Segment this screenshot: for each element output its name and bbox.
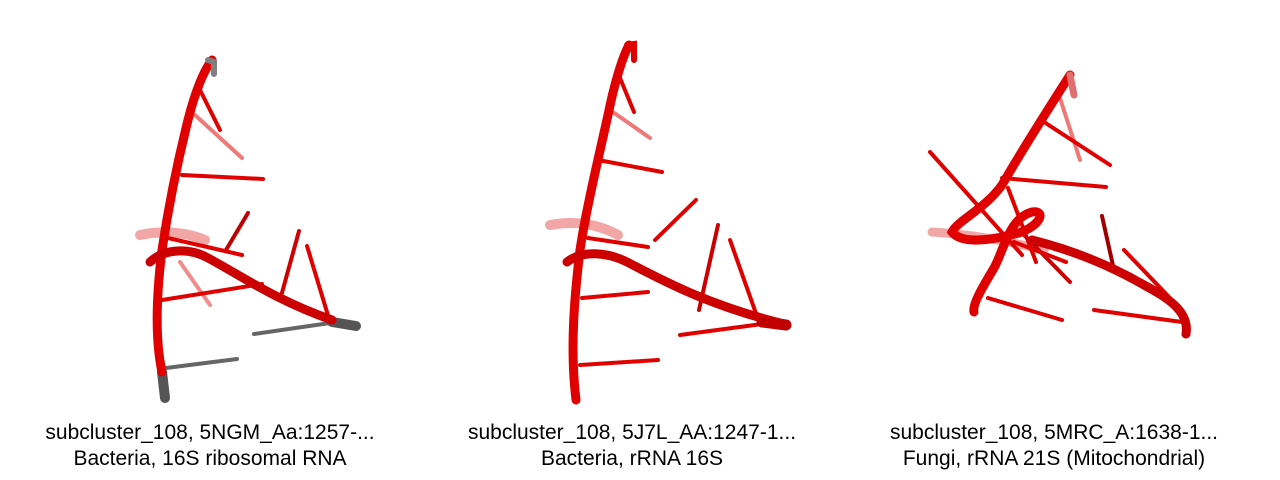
- structure-panel-5j7l: subcluster_108, 5J7L_AA:1247-1... Bacter…: [422, 0, 842, 480]
- rna-3d-render-5mrc: [927, 70, 1191, 339]
- structure-panel-5ngm: subcluster_108, 5NGM_Aa:1257-... Bacteri…: [0, 0, 420, 480]
- rna-3d-render-5ngm: [135, 55, 361, 403]
- panel-caption: subcluster_108, 5J7L_AA:1247-1... Bacter…: [422, 420, 842, 472]
- panel-caption: subcluster_108, 5NGM_Aa:1257-... Bacteri…: [0, 420, 420, 472]
- caption-structure-id: subcluster_108, 5NGM_Aa:1257-...: [45, 421, 375, 444]
- caption-structure-id: subcluster_108, 5J7L_AA:1247-1...: [467, 421, 797, 444]
- rna-3d-render-5j7l: [545, 40, 792, 405]
- caption-structure-id: subcluster_108, 5MRC_A:1638-1...: [889, 421, 1218, 444]
- panel-caption: subcluster_108, 5MRC_A:1638-1... Fungi, …: [844, 420, 1264, 472]
- caption-organism-rna: Bacteria, 16S ribosomal RNA: [73, 447, 347, 470]
- caption-organism-rna: Fungi, rRNA 21S (Mitochondrial): [902, 447, 1206, 470]
- structure-panel-5mrc: subcluster_108, 5MRC_A:1638-1... Fungi, …: [844, 0, 1264, 480]
- caption-organism-rna: Bacteria, rRNA 16S: [540, 447, 724, 470]
